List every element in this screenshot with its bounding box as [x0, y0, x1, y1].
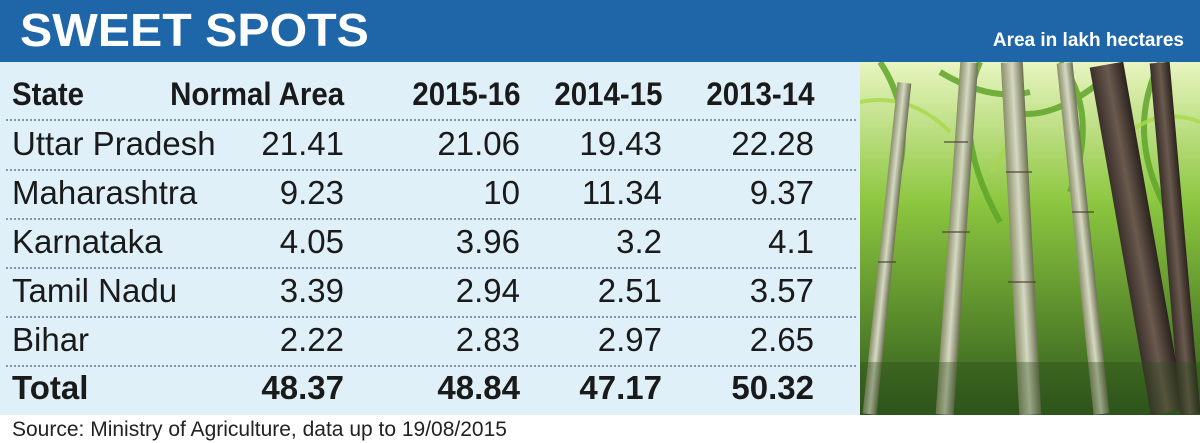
table-cell: 3.39: [279, 272, 344, 309]
total-label: Total: [12, 369, 89, 406]
column-header-2015-16: 2015-16: [411, 76, 520, 112]
header-banner: SWEET SPOTS Area in lakh hectares: [0, 0, 1200, 62]
table-cell: 11.34: [581, 174, 662, 211]
total-cell: 50.32: [731, 369, 814, 406]
table-cell: 3.96: [455, 223, 520, 260]
table-cell: 2.97: [597, 321, 662, 358]
table-header-row: State Normal Area 2015-16 2014-15 2013-1…: [0, 70, 860, 118]
table-cell: 10: [483, 174, 520, 211]
table-cell: 4.05: [279, 223, 344, 260]
sugarcane-photo: [860, 62, 1200, 415]
row-divider: [6, 267, 856, 269]
column-header-2014-15: 2014-15: [553, 76, 662, 112]
table-cell: 2.65: [749, 321, 814, 358]
table-cell: 2.83: [455, 321, 520, 358]
row-divider: [6, 218, 856, 220]
table-row: Maharashtra 9.23 10 11.34 9.37: [0, 169, 860, 217]
state-name: Tamil Nadu: [12, 272, 178, 309]
column-header-normal-area: Normal Area: [170, 76, 344, 112]
table-cell: 21.41: [261, 125, 344, 162]
state-name: Bihar: [12, 321, 90, 358]
table-cell: 9.23: [279, 174, 344, 211]
state-name: Karnataka: [12, 223, 163, 260]
source-note: Source: Ministry of Agriculture, data up…: [12, 418, 507, 441]
total-cell: 47.17: [579, 369, 662, 406]
table-row: Karnataka 4.05 3.96 3.2 4.1: [0, 218, 860, 266]
unit-note: Area in lakh hectares: [992, 30, 1184, 51]
table-row: Uttar Pradesh 21.41 21.06 19.43 22.28: [0, 120, 860, 168]
row-divider: [6, 119, 856, 121]
total-cell: 48.37: [261, 369, 344, 406]
table-cell: 2.51: [597, 272, 662, 309]
table-row: Tamil Nadu 3.39 2.94 2.51 3.57: [0, 267, 860, 315]
data-table: State Normal Area 2015-16 2014-15 2013-1…: [0, 62, 860, 415]
chart-title: SWEET SPOTS: [20, 4, 369, 56]
column-header-state: State: [12, 76, 84, 112]
table-cell: 3.2: [616, 223, 662, 260]
row-divider: [6, 316, 856, 318]
table-cell: 2.94: [455, 272, 520, 309]
table-cell: 21.06: [437, 125, 520, 162]
row-divider: [6, 169, 856, 171]
table-row: Bihar 2.22 2.83 2.97 2.65: [0, 316, 860, 364]
table-cell: 9.37: [749, 174, 814, 211]
total-cell: 48.84: [437, 369, 520, 406]
table-cell: 3.57: [749, 272, 814, 309]
state-name: Uttar Pradesh: [12, 125, 216, 162]
table-total-row: Total 48.37 48.84 47.17 50.32: [0, 364, 860, 412]
table-cell: 4.1: [768, 223, 814, 260]
row-divider: [6, 365, 856, 367]
column-header-2013-14: 2013-14: [705, 76, 814, 112]
state-name: Maharashtra: [12, 174, 198, 211]
table-cell: 2.22: [279, 321, 344, 358]
table-cell: 22.28: [731, 125, 814, 162]
table-cell: 19.43: [579, 125, 662, 162]
